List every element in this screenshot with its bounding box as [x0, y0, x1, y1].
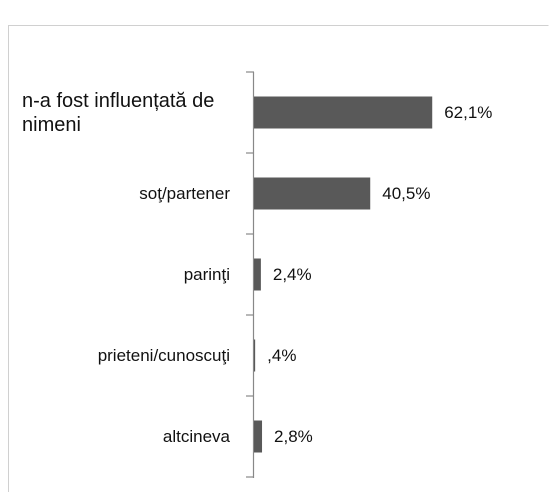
- category-label: prieteni/cunoscuţi: [97, 345, 230, 365]
- bar: [254, 96, 433, 129]
- category-label: altcineva: [162, 426, 230, 446]
- bar: [254, 420, 263, 453]
- category-label: n-a fost influențată de nimeni: [22, 89, 215, 136]
- bar: [254, 339, 256, 372]
- bar: [254, 258, 261, 291]
- category-label: soţ/partener: [139, 183, 230, 203]
- value-label: 2,4%: [272, 264, 312, 284]
- value-label: ,4%: [267, 345, 297, 365]
- value-label: 40,5%: [382, 183, 431, 203]
- frame: [8, 25, 549, 492]
- category-label: parinţi: [183, 264, 230, 284]
- bar: [254, 177, 371, 210]
- value-label: 2,8%: [274, 426, 313, 446]
- value-label: 62,1%: [444, 102, 493, 122]
